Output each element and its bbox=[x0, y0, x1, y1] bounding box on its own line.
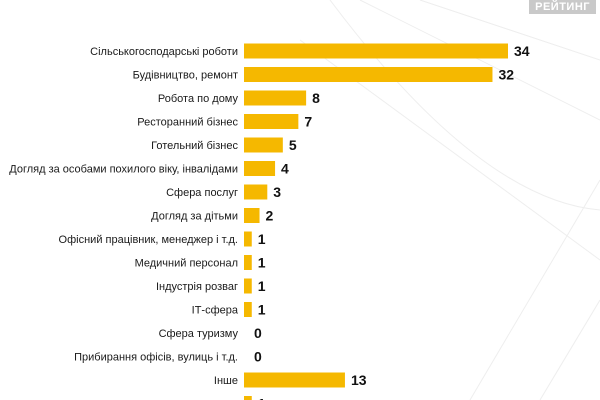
value-labels-group: 3432875432111100131 bbox=[254, 43, 530, 400]
bar-11 bbox=[244, 302, 252, 317]
value-label-4: 5 bbox=[289, 137, 297, 153]
value-label-0: 34 bbox=[514, 43, 530, 59]
value-label-6: 3 bbox=[273, 184, 281, 200]
value-label-10: 1 bbox=[258, 278, 266, 294]
value-label-12: 0 bbox=[254, 325, 262, 341]
category-labels-group: Сільськогосподарські роботи Будівництво, … bbox=[9, 46, 239, 387]
value-label-13: 0 bbox=[254, 349, 262, 365]
category-label-10: Індустрія розваг bbox=[156, 281, 238, 293]
bar-6 bbox=[244, 184, 268, 200]
category-label-13: Прибирання офісів, вулиць і т.д. bbox=[74, 352, 238, 364]
value-label-15: 1 bbox=[258, 396, 266, 400]
value-label-1: 32 bbox=[498, 67, 514, 83]
bar-9 bbox=[244, 255, 252, 270]
value-label-3: 7 bbox=[304, 114, 312, 130]
value-label-7: 2 bbox=[266, 208, 274, 224]
category-label-3: Ресторанний бізнес bbox=[137, 117, 238, 129]
bar-5 bbox=[244, 161, 276, 176]
bar-8 bbox=[244, 231, 252, 247]
category-label-8: Офісний працівник, менеджер і т.д. bbox=[59, 234, 238, 246]
category-label-12: Сфера туризму bbox=[159, 328, 239, 340]
value-label-2: 8 bbox=[312, 90, 320, 106]
bar-3 bbox=[244, 114, 299, 129]
bar-4 bbox=[244, 137, 283, 153]
bar-15 bbox=[244, 396, 252, 400]
category-label-7: Догляд за дітьми bbox=[151, 211, 238, 223]
bars-group bbox=[244, 43, 508, 400]
category-label-4: Готельний бізнес bbox=[151, 140, 238, 152]
category-label-9: Медичний персонал bbox=[135, 258, 238, 270]
bar-2 bbox=[244, 90, 307, 106]
bar-7 bbox=[244, 208, 260, 223]
bar-1 bbox=[244, 67, 493, 82]
category-label-6: Сфера послуг bbox=[166, 187, 238, 199]
category-label-11: ІТ-сфера bbox=[192, 305, 239, 317]
value-label-14: 13 bbox=[351, 372, 367, 388]
value-label-11: 1 bbox=[258, 302, 266, 318]
category-label-2: Робота по дому bbox=[158, 93, 239, 105]
category-label-0: Сільськогосподарські роботи bbox=[90, 46, 238, 58]
value-label-9: 1 bbox=[258, 255, 266, 271]
category-label-14: Інше bbox=[214, 375, 238, 387]
bar-0 bbox=[244, 43, 508, 59]
category-label-1: Будівництво, ремонт bbox=[133, 70, 238, 82]
category-label-5: Догляд за особами похилого віку, інвалід… bbox=[9, 164, 238, 176]
bar-10 bbox=[244, 278, 252, 294]
brand-logo: РЕЙТИНГ bbox=[529, 0, 596, 14]
value-label-8: 1 bbox=[258, 231, 266, 247]
bar-14 bbox=[244, 372, 345, 388]
value-label-5: 4 bbox=[281, 161, 289, 177]
